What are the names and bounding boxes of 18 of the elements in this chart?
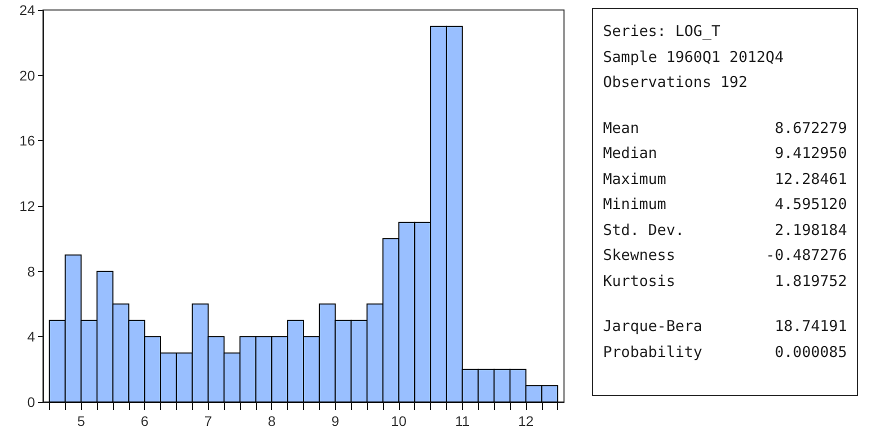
x-tick-label: 12 xyxy=(518,413,534,429)
y-tick-label: 24 xyxy=(19,2,36,18)
x-tick-label: 8 xyxy=(268,413,276,429)
y-tick-label: 8 xyxy=(27,263,36,280)
x-tick-label: 9 xyxy=(331,413,340,429)
y-tick-label: 20 xyxy=(19,67,36,84)
y-tick-label: 16 xyxy=(19,132,36,149)
text: Series: LOG_T Sample 1960Q1 2012Q4 Observations 192 xyxy=(603,21,785,93)
x-tick-label: 5 xyxy=(77,413,86,429)
y-tick-label: 4 xyxy=(27,328,36,345)
y-tick-label: 12 xyxy=(19,198,36,214)
text: Jarque-Bera 18.74191 Probability 0.000085 xyxy=(603,317,847,360)
x-tick-label: 6 xyxy=(140,413,149,429)
x-tick-label: 10 xyxy=(391,413,407,429)
x-tick-label: 11 xyxy=(455,413,470,429)
y-tick-label: 0 xyxy=(27,394,36,410)
x-tick-label: 7 xyxy=(204,413,212,429)
text: Mean 8.672279 Median 9.412950 Maximum 12.28461 Minimum 4.595120 Std. Dev. 2.198184 Skewness -0.487276 Kurtosis 1.819752 xyxy=(603,118,847,290)
